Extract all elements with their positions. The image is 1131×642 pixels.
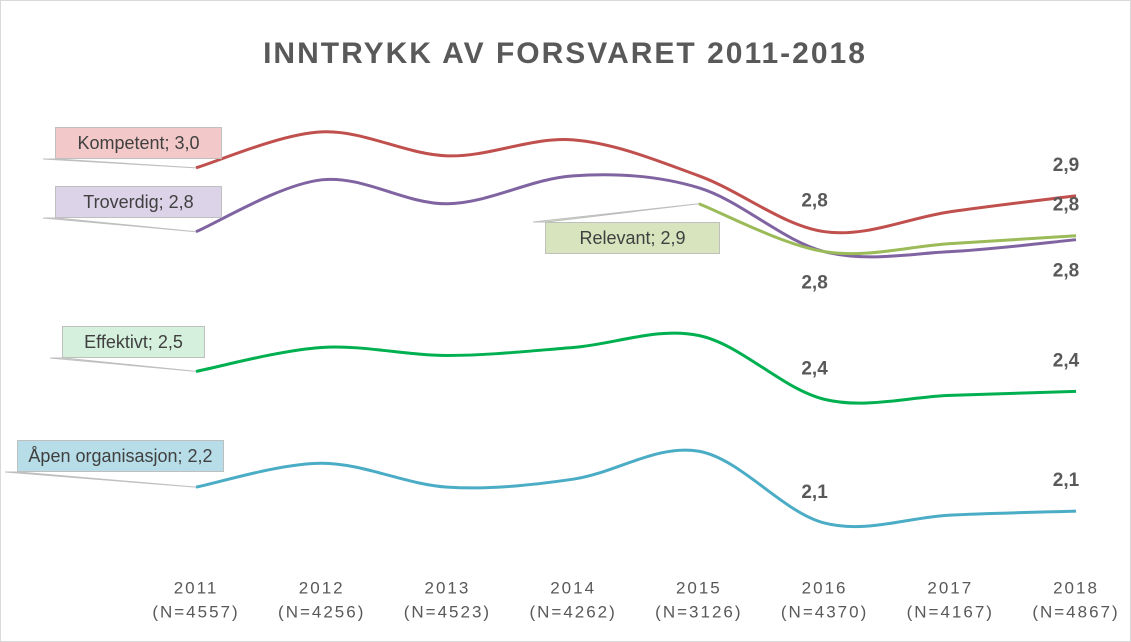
x-tick-label: 2017 <box>927 578 973 597</box>
data-label: 2,4 <box>801 358 828 379</box>
data-label: 2,8 <box>1053 195 1079 216</box>
callout-label: Effektivt; 2,5 <box>62 326 205 358</box>
data-label: 2,9 <box>1053 155 1079 176</box>
callout-pointer <box>532 203 699 223</box>
x-tick-label: 2015 <box>676 578 722 597</box>
x-tick-label: 2011 <box>174 578 219 597</box>
data-label: 2,4 <box>1053 350 1080 371</box>
callout-label: Relevant; 2,9 <box>545 222 720 254</box>
line <box>195 448 1077 529</box>
callout-label: Troverdig; 2,8 <box>55 186 222 218</box>
x-tick-label: 2018 <box>1053 578 1099 597</box>
line <box>195 173 1077 259</box>
x-tick-sublabel: (N=4256) <box>278 602 365 621</box>
x-tick-sublabel: (N=4523) <box>404 602 491 621</box>
x-tick-label: 2012 <box>299 578 345 597</box>
chart-title: INNTRYKK AV FORSVARET 2011-2018 <box>263 37 867 70</box>
callout-label: Åpen organisasjon; 2,2 <box>17 440 224 472</box>
callout-pointer <box>42 158 197 169</box>
x-tick-sublabel: (N=4867) <box>1032 602 1119 621</box>
callout-label: Kompetent; 3,0 <box>55 127 222 159</box>
data-label: 2,1 <box>801 482 828 503</box>
data-label: 2,8 <box>801 273 827 294</box>
x-tick-label: 2014 <box>550 578 596 597</box>
data-label: 2,1 <box>1053 470 1080 491</box>
x-tick-label: 2013 <box>425 578 471 597</box>
x-tick-sublabel: (N=3126) <box>655 602 742 621</box>
line <box>195 130 1077 235</box>
x-tick-sublabel: (N=4370) <box>781 602 868 621</box>
data-label: 2,8 <box>1053 261 1079 282</box>
x-tick-sublabel: (N=4557) <box>152 602 239 621</box>
x-tick-sublabel: (N=4167) <box>907 602 994 621</box>
data-label: 2,8 <box>801 191 827 212</box>
line <box>195 331 1077 405</box>
callout-pointer <box>49 357 197 372</box>
x-tick-sublabel: (N=4262) <box>529 602 616 621</box>
x-tick-label: 2016 <box>802 578 848 597</box>
callout-pointer <box>4 471 197 488</box>
callout-pointer <box>42 217 197 233</box>
line <box>698 202 1077 256</box>
